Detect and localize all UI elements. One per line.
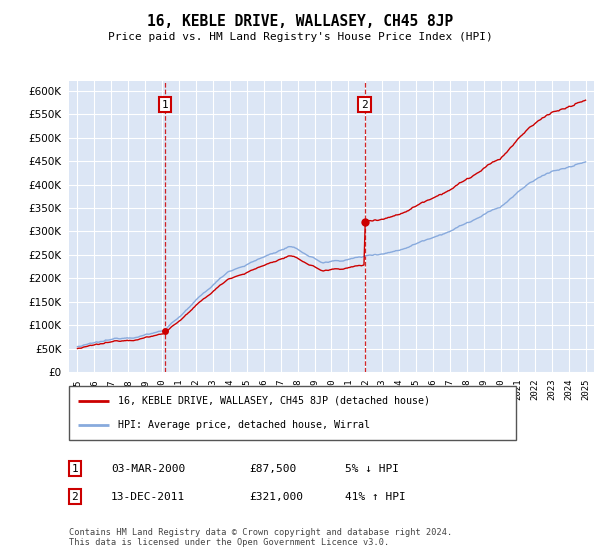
Text: Contains HM Land Registry data © Crown copyright and database right 2024.
This d: Contains HM Land Registry data © Crown c… (69, 528, 452, 547)
Text: £321,000: £321,000 (249, 492, 303, 502)
Text: 13-DEC-2011: 13-DEC-2011 (111, 492, 185, 502)
Text: 2: 2 (71, 492, 79, 502)
Text: £87,500: £87,500 (249, 464, 296, 474)
Text: 03-MAR-2000: 03-MAR-2000 (111, 464, 185, 474)
Text: 16, KEBLE DRIVE, WALLASEY, CH45 8JP: 16, KEBLE DRIVE, WALLASEY, CH45 8JP (147, 14, 453, 29)
Text: 16, KEBLE DRIVE, WALLASEY, CH45 8JP (detached house): 16, KEBLE DRIVE, WALLASEY, CH45 8JP (det… (118, 396, 430, 406)
Text: Price paid vs. HM Land Registry's House Price Index (HPI): Price paid vs. HM Land Registry's House … (107, 32, 493, 43)
Text: 1: 1 (71, 464, 79, 474)
Text: HPI: Average price, detached house, Wirral: HPI: Average price, detached house, Wirr… (118, 420, 370, 430)
Text: 1: 1 (161, 100, 169, 110)
Text: 41% ↑ HPI: 41% ↑ HPI (345, 492, 406, 502)
Text: 2: 2 (361, 100, 368, 110)
FancyBboxPatch shape (69, 386, 516, 440)
Text: 5% ↓ HPI: 5% ↓ HPI (345, 464, 399, 474)
